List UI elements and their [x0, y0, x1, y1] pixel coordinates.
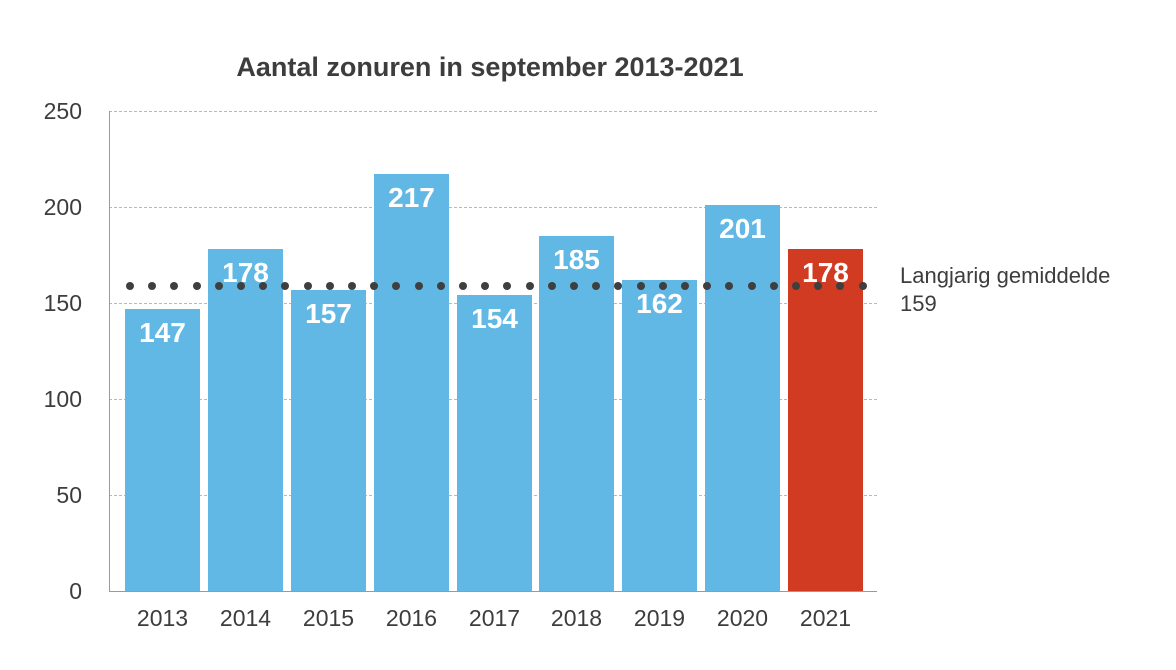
- x-tick-2014: 2014: [219, 605, 272, 631]
- average-label-value: 159: [900, 291, 937, 316]
- bar-value-label: 147: [139, 317, 186, 348]
- average-dot: [392, 282, 401, 290]
- bar-value-label: 201: [719, 213, 766, 244]
- average-dot: [303, 282, 312, 290]
- y-tick-0: 0: [69, 578, 82, 604]
- bar-2019: 162: [622, 280, 697, 591]
- average-dot: [792, 282, 800, 290]
- average-label-text: Langjarig gemiddelde: [900, 263, 1111, 288]
- bar-value-label: 154: [471, 303, 518, 334]
- x-tick-2016: 2016: [385, 605, 438, 631]
- x-axis-line: [109, 591, 877, 592]
- bar-2015: 157: [291, 290, 366, 591]
- bar-value-label: 185: [553, 244, 600, 275]
- bar-2016: 217: [374, 174, 449, 591]
- average-dot: [836, 282, 845, 290]
- bar-2013: 147: [125, 309, 200, 591]
- gridline-200: [109, 207, 877, 208]
- average-dot: [214, 282, 223, 290]
- average-dot: [126, 282, 134, 290]
- x-tick-2013: 2013: [136, 605, 189, 631]
- y-tick-150: 150: [43, 290, 82, 316]
- bar-2020: 201: [705, 205, 780, 591]
- average-dot: [370, 282, 379, 290]
- plot-area: 147 178 157 217 154 185 162 201 178: [109, 111, 877, 591]
- x-tick-2021: 2021: [799, 605, 852, 631]
- average-dot: [858, 282, 867, 290]
- average-dot: [436, 282, 445, 290]
- average-dot: [237, 282, 245, 290]
- bar-value-label: 217: [388, 182, 435, 213]
- x-tick-2015: 2015: [302, 605, 355, 631]
- average-dot: [636, 282, 645, 290]
- gridline-250: [109, 111, 877, 112]
- average-dot: [725, 282, 734, 290]
- average-dot: [703, 282, 712, 290]
- average-dot: [148, 282, 157, 290]
- average-dot: [348, 282, 356, 290]
- average-label: Langjarig gemiddelde 159: [900, 262, 1110, 318]
- average-dot: [503, 282, 512, 290]
- y-tick-50: 50: [56, 482, 82, 508]
- average-dot: [681, 282, 689, 290]
- average-dot: [769, 282, 778, 290]
- average-dot: [281, 282, 290, 290]
- y-axis-line: [109, 111, 110, 592]
- average-dot: [170, 282, 179, 290]
- y-tick-250: 250: [43, 98, 82, 124]
- average-reference-line: [126, 282, 878, 290]
- x-tick-2018: 2018: [550, 605, 603, 631]
- average-dot: [814, 282, 823, 290]
- bar-2018: 185: [539, 236, 614, 591]
- bar-2017: 154: [457, 295, 532, 591]
- x-tick-2017: 2017: [468, 605, 521, 631]
- average-dot: [259, 282, 268, 290]
- average-dot: [592, 282, 601, 290]
- x-tick-2019: 2019: [633, 605, 686, 631]
- average-dot: [658, 282, 667, 290]
- chart-title: Aantal zonuren in september 2013-2021: [236, 52, 744, 82]
- average-dot: [414, 282, 423, 290]
- average-dot: [547, 282, 556, 290]
- average-dot: [614, 282, 623, 290]
- y-tick-200: 200: [43, 194, 82, 220]
- y-tick-100: 100: [43, 386, 82, 412]
- average-dot: [459, 282, 467, 290]
- x-tick-2020: 2020: [716, 605, 769, 631]
- bar-2021-highlight: 178: [788, 249, 863, 591]
- average-dot: [525, 282, 534, 290]
- average-dot: [570, 282, 578, 290]
- bar-value-label: 157: [305, 298, 352, 329]
- bar-value-label: 162: [636, 288, 683, 319]
- average-dot: [747, 282, 756, 290]
- average-dot: [192, 282, 201, 290]
- average-dot: [481, 282, 490, 290]
- bar-2014: 178: [208, 249, 283, 591]
- average-dot: [325, 282, 334, 290]
